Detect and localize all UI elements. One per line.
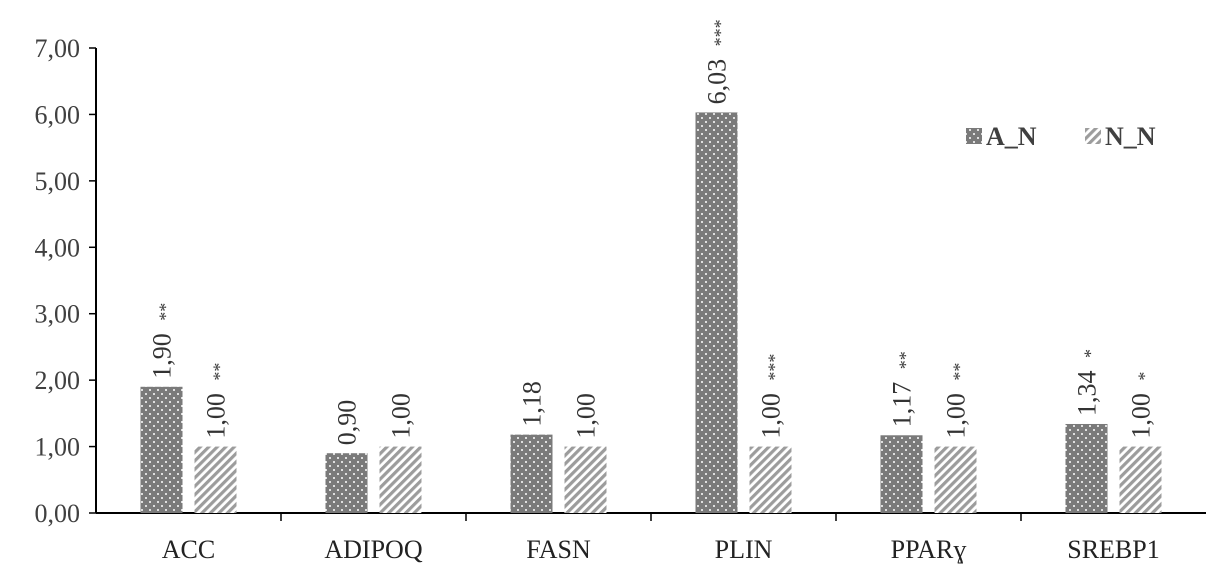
- data-label: 0,90: [333, 400, 362, 446]
- bar-N_N-FASN: [564, 446, 607, 513]
- data-label: 1,17: [888, 382, 917, 428]
- data-label: 1,90: [148, 333, 177, 379]
- significance-mark: **: [896, 351, 916, 369]
- legend-label: A_N: [986, 122, 1037, 151]
- x-category-label: ADIPOQ: [324, 535, 422, 564]
- x-category-label: PLIN: [715, 535, 773, 564]
- y-tick-label: 2,00: [35, 366, 81, 395]
- data-label: 6,03: [703, 59, 732, 105]
- y-tick-label: 5,00: [35, 167, 81, 196]
- y-tick-label: 6,00: [35, 100, 81, 129]
- data-label: 1,00: [387, 393, 416, 439]
- axes: 0,00 1,00 2,00 3,00 4,00 5,00 6,00 7,00 ACC ADIPO…: [35, 34, 1206, 564]
- bar-A_N-ACC: [140, 386, 183, 513]
- bar-N_N-SREBP1: [1119, 446, 1162, 513]
- y-tick-label: 0,00: [35, 499, 81, 528]
- bar-A_N-SREBP1: [1065, 423, 1108, 513]
- data-labels: 1,90**0,90 1,186,03***1,17**1,34*1,00**1,…: [148, 19, 1156, 445]
- legend-swatch-A_N: [966, 128, 982, 144]
- significance-mark: ***: [765, 354, 785, 381]
- legend-swatch-N_N: [1085, 128, 1101, 144]
- bar-A_N-PLIN: [695, 112, 738, 513]
- significance-mark: **: [156, 303, 176, 321]
- significance-mark: **: [950, 363, 970, 381]
- bars: [140, 112, 1162, 513]
- y-tick-label: 3,00: [35, 300, 81, 329]
- legend: A_N N_N: [966, 122, 1156, 151]
- bar-A_N-ADIPOQ: [325, 453, 368, 513]
- y-tick-label: 7,00: [35, 34, 81, 63]
- x-category-label: PPARɣ: [891, 535, 967, 564]
- bar-N_N-ACC: [194, 446, 237, 513]
- y-tick-label: 4,00: [35, 233, 81, 262]
- significance-mark: **: [210, 363, 230, 381]
- bar-A_N-FASN: [510, 434, 553, 513]
- x-category-label: SREBP1: [1067, 535, 1160, 564]
- bar-N_N-ADIPOQ: [379, 446, 422, 513]
- bar-N_N-PPARɣ: [934, 446, 977, 513]
- significance-mark: *: [1081, 349, 1101, 358]
- bar-A_N-PPARɣ: [880, 435, 923, 513]
- x-category-label: ACC: [162, 535, 215, 564]
- data-label: 1,34: [1073, 370, 1102, 416]
- data-label: 1,00: [757, 393, 786, 439]
- data-label: 1,00: [572, 393, 601, 439]
- data-label: 1,00: [942, 393, 971, 439]
- bar-N_N-PLIN: [749, 446, 792, 513]
- legend-label: N_N: [1105, 122, 1156, 151]
- significance-mark: *: [1135, 372, 1155, 381]
- x-category-label: FASN: [526, 535, 591, 564]
- data-label: 1,00: [1127, 393, 1156, 439]
- y-tick-label: 1,00: [35, 433, 81, 462]
- data-label: 1,00: [202, 393, 231, 439]
- significance-mark: ***: [711, 19, 731, 46]
- data-label: 1,18: [518, 381, 547, 427]
